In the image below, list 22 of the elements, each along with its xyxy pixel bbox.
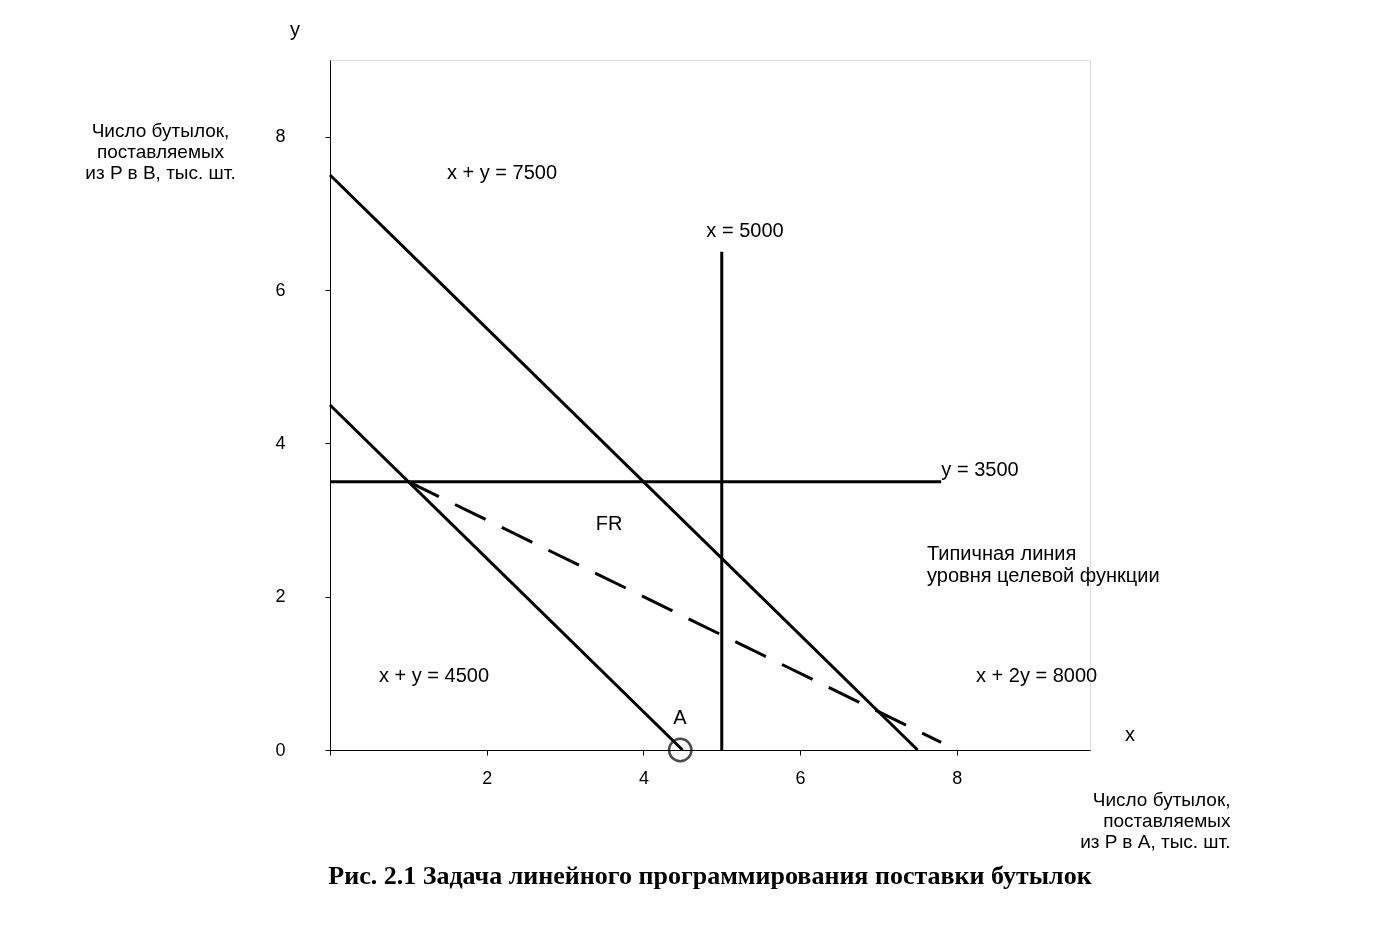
text: y [290, 18, 300, 40]
annotation: Типичная линия уровня целевой функции [927, 542, 1160, 586]
text: Рис. 2.1 Задача линейного программирования поставки бутылок [328, 861, 1092, 890]
y-tick-label: 2 [275, 586, 286, 607]
annotation: x + y = 4500 [378, 664, 490, 686]
annotation: x = 5000 [706, 219, 784, 241]
annotation: x + y = 7500 [446, 161, 558, 183]
y-tick-label: 8 [275, 126, 286, 147]
x-tick-label: 8 [952, 767, 963, 788]
annotation: FR [595, 512, 623, 534]
annotation: x + 2y = 8000 [976, 664, 1098, 686]
x-tick-label: 6 [795, 767, 806, 788]
text: x [1125, 723, 1135, 745]
annotation: A [673, 706, 688, 728]
x-axis-title: Число бутылок, поставляемых из P в A, тыс. шт. [1080, 788, 1231, 852]
y-tick-label: 0 [275, 739, 286, 760]
x-tick-label: 4 [638, 767, 649, 788]
y-axis-title: Число бутылок, поставляемых из P в B, тыс. шт. [85, 119, 236, 183]
y-tick-label: 4 [275, 432, 286, 453]
y-tick-label: 6 [275, 279, 286, 300]
annotation: y = 3500 [941, 458, 1019, 480]
x-tick-label: 2 [482, 767, 493, 788]
